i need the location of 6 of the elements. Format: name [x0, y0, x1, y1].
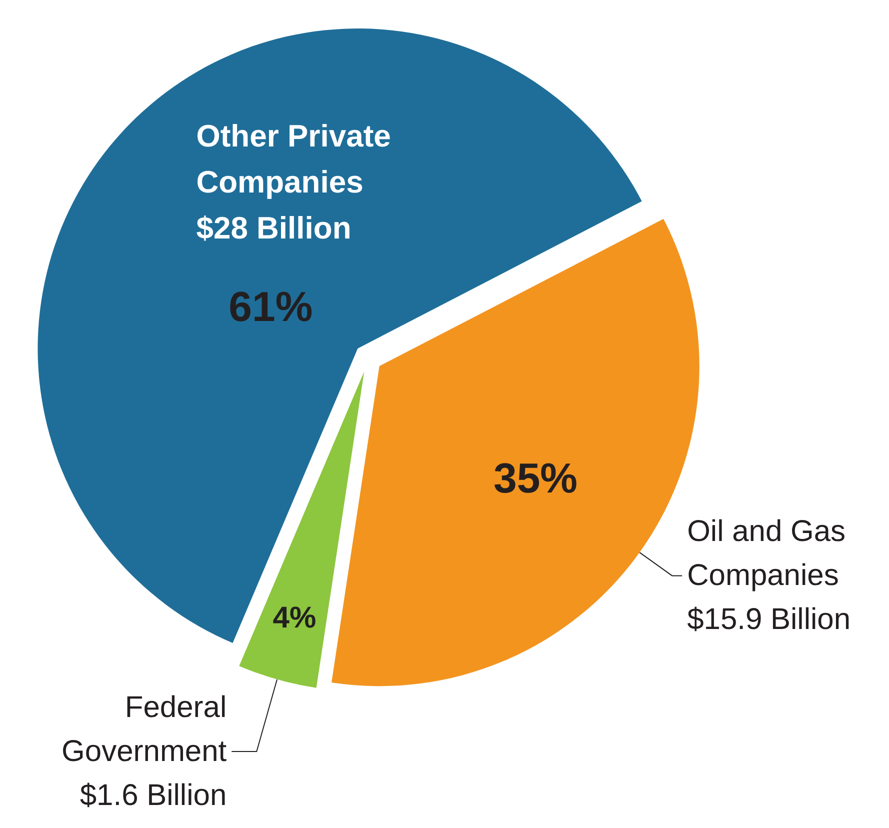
- data-label: 4%: [272, 601, 316, 634]
- slice-label: Other Private Companies $28 Billion: [196, 118, 391, 246]
- slice-label: Oil and Gas Companies $15.9 Billion: [687, 515, 851, 636]
- data-label: 61%: [228, 283, 313, 330]
- slice-label: Federal Government $1.6 Billion: [62, 691, 228, 812]
- data-label: 35%: [493, 454, 578, 502]
